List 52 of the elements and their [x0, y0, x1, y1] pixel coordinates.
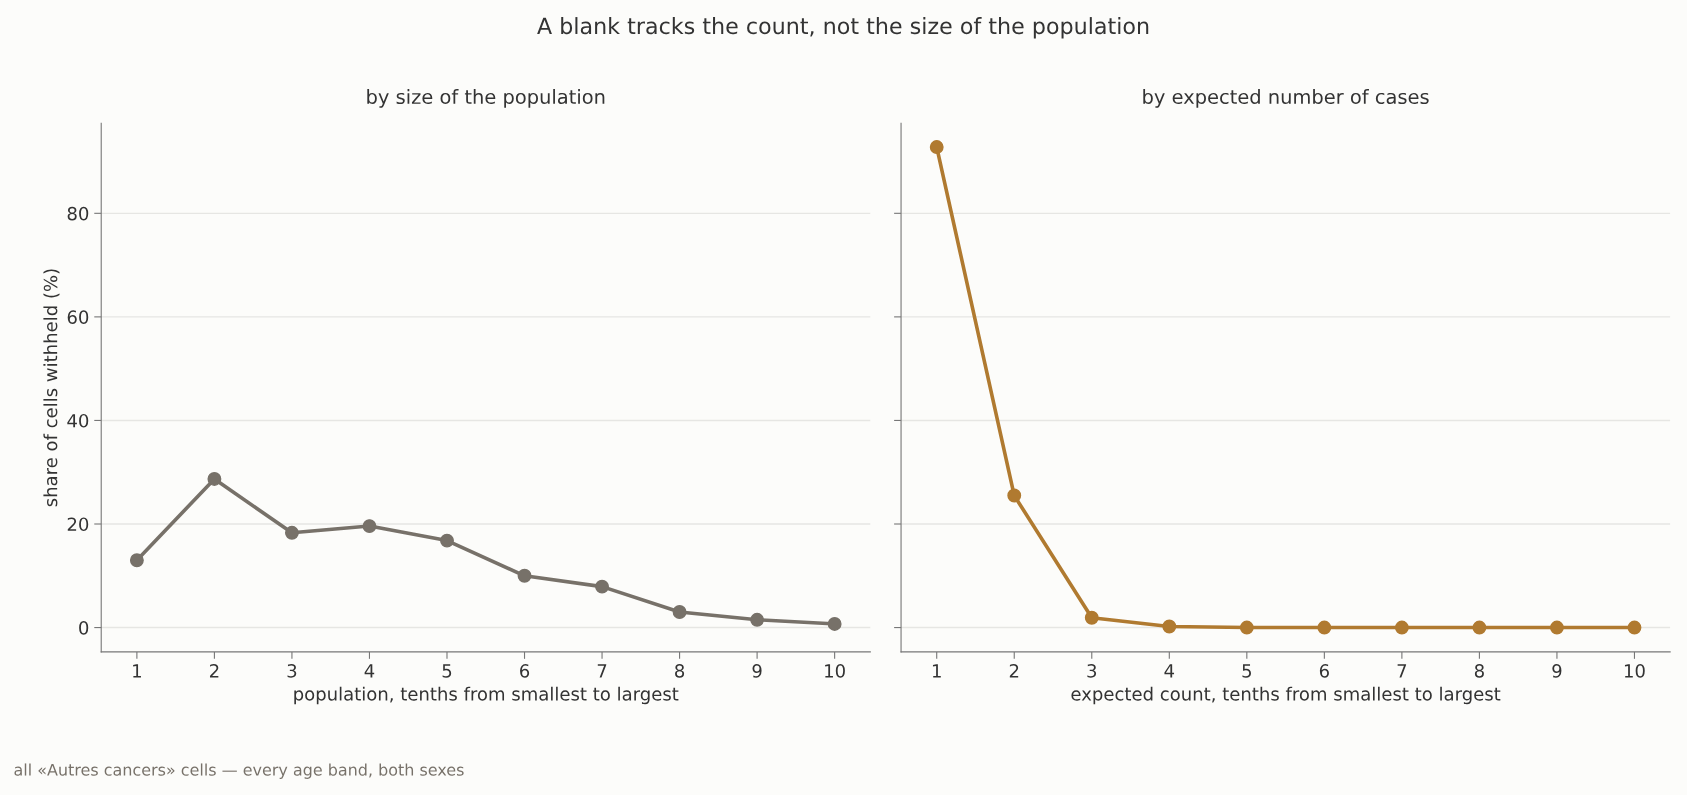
x-axis-title: population, tenths from smallest to largest: [294, 686, 679, 705]
chart-title: by size of the population: [367, 89, 605, 108]
point: [827, 616, 842, 631]
point: [750, 612, 765, 627]
point: [517, 568, 532, 583]
text: all «Autres cancers» cells — every age band, both sexes: [14, 763, 464, 779]
point: [1162, 619, 1177, 634]
x-tick-label: 3: [1087, 664, 1097, 678]
point: [1239, 620, 1254, 635]
x-tick-label: 6: [1319, 664, 1329, 678]
x-tick-label: 7: [597, 664, 607, 678]
chart-title: by expected number of cases: [1143, 89, 1429, 108]
point: [284, 525, 299, 540]
x-tick-label: 5: [1242, 664, 1251, 678]
point: [207, 472, 222, 486]
point: [595, 579, 609, 594]
y-tick-label: 80: [67, 206, 89, 221]
text: A blank tracks the count, not the size of the population: [537, 17, 1149, 39]
y-tick-label: 0: [79, 621, 89, 635]
x-tick-label: 7: [1397, 664, 1407, 678]
x-tick-label: 8: [1474, 664, 1484, 678]
y-tick-label: 40: [67, 413, 89, 428]
point: [1007, 488, 1022, 503]
x-tick-label: 9: [752, 664, 762, 678]
x-tick-label: 4: [364, 664, 375, 678]
x-tick-label: 4: [1164, 664, 1175, 678]
x-tick-label: 10: [825, 664, 845, 678]
x-tick-label: 1: [133, 664, 141, 678]
point: [929, 140, 944, 154]
x-tick-label: 8: [675, 664, 685, 678]
point: [440, 533, 454, 548]
point: [672, 605, 687, 619]
point: [129, 553, 144, 568]
point: [1084, 610, 1099, 625]
x-tick-label: 2: [1009, 664, 1019, 678]
point: [1317, 620, 1332, 635]
y-tick-label: 20: [67, 517, 89, 532]
y-tick-label: 60: [67, 310, 89, 324]
x-tick-label: 1: [932, 664, 941, 678]
x-axis-title: expected count, tenths from smallest to largest: [1071, 686, 1501, 705]
y-axis-title: share of cells withheld (%): [43, 269, 60, 507]
x-tick-label: 6: [520, 664, 530, 678]
x-tick-label: 2: [209, 664, 219, 678]
point: [1394, 620, 1409, 635]
point: [1627, 620, 1642, 635]
point: [1549, 620, 1564, 635]
x-tick-label: 9: [1552, 664, 1562, 678]
x-tick-label: 10: [1624, 664, 1645, 678]
point: [362, 519, 377, 534]
x-tick-label: 3: [287, 664, 297, 678]
x-tick-label: 5: [442, 664, 452, 678]
point: [1472, 620, 1487, 635]
